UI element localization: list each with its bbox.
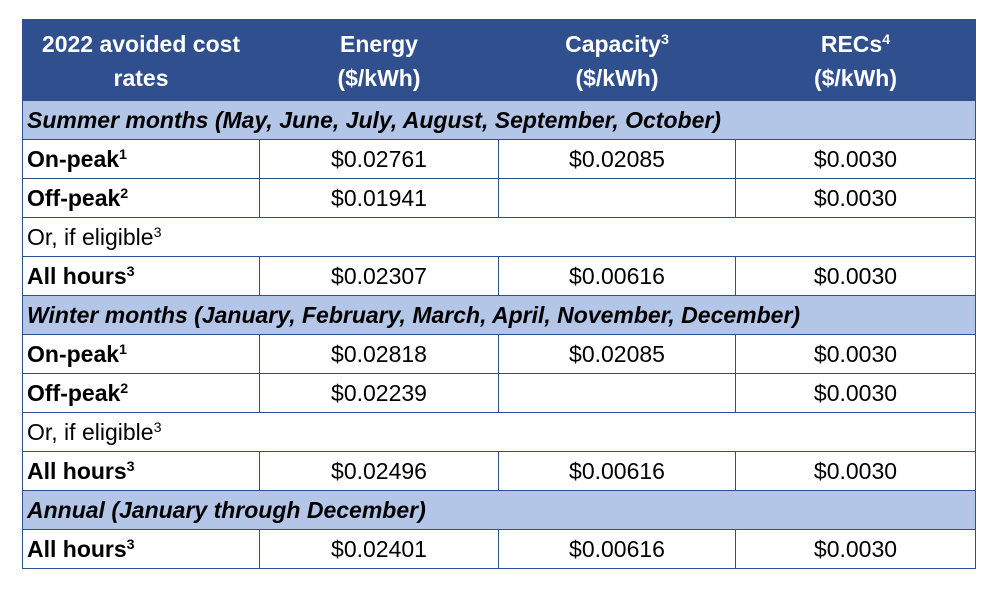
recs-value: $0.0030 [735, 529, 976, 569]
header-rate-period-line1: 2022 avoided cost [41, 31, 241, 57]
header-row: 2022 avoided cost rates Energy ($/kWh) C… [22, 19, 976, 101]
eligibility-note: Or, if eligible3 [22, 217, 976, 257]
avoided-cost-rates-table-container: 2022 avoided cost rates Energy ($/kWh) C… [22, 19, 976, 569]
energy-value: $0.02401 [259, 529, 499, 569]
recs-value: $0.0030 [735, 373, 976, 413]
recs-value: $0.0030 [735, 139, 976, 179]
header-energy-unit: ($/kWh) [337, 65, 421, 91]
section-title-winter: Winter months (January, February, March,… [22, 295, 976, 335]
header-recs-line1: RECs4 [740, 27, 971, 61]
header-recs-footnote: 4 [882, 32, 891, 49]
section-row-summer: Summer months (May, June, July, August, … [22, 100, 976, 140]
header-capacity: Capacity3 ($/kWh) [498, 19, 736, 101]
header-rate-period-line2: rates [113, 65, 169, 91]
row-label-text: All hours [27, 262, 127, 289]
row-label-text: On-peak [27, 340, 120, 367]
row-label: Off-peak2 [22, 373, 260, 413]
energy-value: $0.02307 [259, 256, 499, 296]
table-row: On-peak1 $0.02818 $0.02085 $0.0030 [22, 334, 976, 374]
footnote-marker: 3 [126, 263, 135, 280]
row-label: On-peak1 [22, 334, 260, 374]
row-label-text: Off-peak [27, 379, 121, 406]
eligibility-note-row: Or, if eligible3 [22, 412, 976, 452]
table-row: Off-peak2 $0.02239 $0.0030 [22, 373, 976, 413]
row-label: All hours3 [22, 529, 260, 569]
header-recs: RECs4 ($/kWh) [735, 19, 976, 101]
row-label: On-peak1 [22, 139, 260, 179]
capacity-value [498, 178, 736, 218]
avoided-cost-rates-table: 2022 avoided cost rates Energy ($/kWh) C… [22, 19, 976, 569]
header-capacity-text: Capacity [565, 31, 661, 57]
footnote-marker: 2 [120, 380, 129, 397]
recs-value: $0.0030 [735, 178, 976, 218]
energy-value: $0.02818 [259, 334, 499, 374]
recs-value: $0.0030 [735, 256, 976, 296]
capacity-value: $0.00616 [498, 256, 736, 296]
table-row: All hours3 $0.02401 $0.00616 $0.0030 [22, 529, 976, 569]
energy-value: $0.02239 [259, 373, 499, 413]
footnote-marker: 3 [153, 224, 162, 241]
footnote-marker: 1 [119, 341, 127, 358]
row-label: Off-peak2 [22, 178, 260, 218]
capacity-value: $0.00616 [498, 529, 736, 569]
header-capacity-unit: ($/kWh) [575, 65, 659, 91]
energy-value: $0.01941 [259, 178, 499, 218]
header-recs-unit: ($/kWh) [813, 65, 898, 91]
header-rate-period: 2022 avoided cost rates [22, 19, 260, 101]
energy-value: $0.02761 [259, 139, 499, 179]
header-capacity-footnote: 3 [660, 32, 669, 49]
header-capacity-line1: Capacity3 [503, 27, 731, 61]
eligibility-note: Or, if eligible3 [22, 412, 976, 452]
eligibility-note-row: Or, if eligible3 [22, 217, 976, 257]
table-row: Off-peak2 $0.01941 $0.0030 [22, 178, 976, 218]
section-row-winter: Winter months (January, February, March,… [22, 295, 976, 335]
eligibility-note-text: Or, if eligible [27, 223, 154, 250]
header-energy: Energy ($/kWh) [259, 19, 499, 101]
capacity-value: $0.02085 [498, 139, 736, 179]
energy-value: $0.02496 [259, 451, 499, 491]
footnote-marker: 1 [119, 146, 127, 163]
row-label-text: Off-peak [27, 184, 121, 211]
capacity-value [498, 373, 736, 413]
capacity-value: $0.02085 [498, 334, 736, 374]
capacity-value: $0.00616 [498, 451, 736, 491]
footnote-marker: 3 [126, 458, 135, 475]
row-label: All hours3 [22, 451, 260, 491]
section-row-annual: Annual (January through December) [22, 490, 976, 530]
footnote-marker: 3 [126, 536, 135, 553]
table-row: All hours3 $0.02496 $0.00616 $0.0030 [22, 451, 976, 491]
row-label-text: All hours [27, 535, 127, 562]
row-label-text: All hours [27, 457, 127, 484]
row-label-text: On-peak [27, 145, 120, 172]
section-title-annual: Annual (January through December) [22, 490, 976, 530]
eligibility-note-text: Or, if eligible [27, 418, 154, 445]
section-title-summer: Summer months (May, June, July, August, … [22, 100, 976, 140]
footnote-marker: 2 [120, 185, 129, 202]
recs-value: $0.0030 [735, 334, 976, 374]
table-row: On-peak1 $0.02761 $0.02085 $0.0030 [22, 139, 976, 179]
header-recs-text: RECs [820, 31, 883, 57]
row-label: All hours3 [22, 256, 260, 296]
recs-value: $0.0030 [735, 451, 976, 491]
footnote-marker: 3 [153, 419, 162, 436]
table-row: All hours3 $0.02307 $0.00616 $0.0030 [22, 256, 976, 296]
header-energy-line1: Energy [340, 31, 418, 57]
